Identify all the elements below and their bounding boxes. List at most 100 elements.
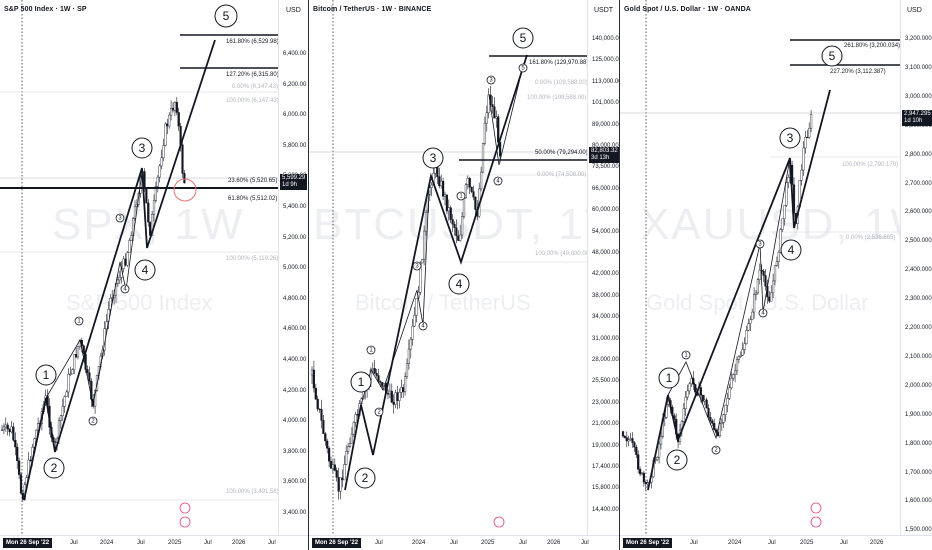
btc-candle-body [394,392,397,405]
spx-candle-body [8,428,11,433]
btc-candle-body [424,211,428,232]
xau-time-axis[interactable]: Mon 26 Sep '22 Jul 2024 Jul 2025 Jul 202… [620,535,932,550]
xau-wave-iii-circle [755,239,765,249]
btc-candle-body [314,387,317,400]
btc-fib-0-ghost: 0.00% (109,588.00) [535,80,588,86]
xau-candle-body [732,374,735,379]
btc-y-tick: 42,000.00 [592,271,619,278]
xau-candle-body [646,482,649,485]
spx-candle-body [150,214,154,236]
btc-wave-iv-b: 4 [496,179,500,185]
xau-x-tick: Jul [840,540,848,546]
spx-candle-body [18,460,21,475]
spx-plot-area[interactable]: 1 2 3 4 5 1 2 3 4 [0,0,278,536]
spx-candle-body [69,373,72,375]
xau-candle-body [754,292,758,295]
xau-candle-body [768,296,771,302]
spx-candle-body [63,396,66,407]
btc-wave-2-circle [354,467,376,489]
xau-fib-100: 100.00% (2,790.170) [842,162,899,168]
btc-wave-iii-circle [412,261,422,271]
xau-symbol-title[interactable]: Gold Spot / U.S. Dollar · 1W · OANDA [624,6,751,13]
btc-candle-body [449,207,452,220]
btc-wave-2: 2 [362,471,369,485]
spx-time-axis[interactable]: Mon 26 Sep '22 Jul 2024 Jul 2025 Jul 202… [0,535,308,550]
panel-divider[interactable] [308,0,309,550]
xau-candle-body [637,454,640,470]
xau-candle-body [688,383,691,392]
spx-candle-body [145,187,148,204]
xau-y-tick: 1,900.000 [905,411,932,418]
xau-wave-4-circle [780,239,802,261]
btc-candle-body [459,234,462,241]
spx-candle-body [105,321,108,329]
btc-wave-iv: 4 [421,324,425,330]
spx-candle-body [154,186,157,201]
spx-symbol-title[interactable]: S&P 500 Index · 1W · SP [4,6,87,13]
btc-candle-body [339,477,342,492]
spx-price-axis[interactable]: USD 6,400.006,200.006,000.005,800.005,60… [278,0,308,550]
xau-candle-body [714,429,718,433]
btc-candle-body [479,171,483,190]
btc-symbol-title[interactable]: Bitcoin / TetherUS · 1W · BINANCE [313,6,432,13]
btc-candle-body [331,464,334,469]
btc-price-axis[interactable]: USDT 140,000.00 125,000.00 113,000.00 101,0… [587,0,619,550]
xau-candle-body [709,416,712,421]
btc-y-tick: 54,000.00 [592,228,619,235]
xau-candle-body [802,147,805,171]
btc-y-tick: 28,000.00 [592,357,619,363]
xau-plot-area[interactable]: 1 2 3 4 5 1 2 3 4 [620,0,900,536]
xau-price-axis[interactable]: USD 3,200.0003,100.0003,000.0002,900.000… [900,0,932,550]
spx-candle-body [109,298,112,310]
xau-wave-i-circle [681,350,691,360]
xau-wave-1: 1 [666,371,673,385]
xau-wave-line-major [647,89,831,491]
xau-candle-body [726,398,729,406]
btc-time-axis[interactable]: Mon 26 Sep '22 Jul 2024 Jul 2025 Jul 202… [309,535,619,550]
xau-candle-body [659,436,663,445]
panel-divider[interactable] [619,0,620,550]
btc-wave-4: 4 [456,277,463,291]
btc-candle-body [324,433,327,442]
btc-candle-body [411,325,414,340]
btc-y-tick: 80,000.00 [592,143,619,149]
spx-candle-body [33,438,36,448]
xau-dividend-marker-icon [810,516,822,528]
btc-wave-line-minor [488,65,524,166]
xau-candle-body [752,294,756,313]
xau-axis-unit: USD [907,7,922,14]
spx-candle-body [152,200,156,215]
spx-candle-body [124,258,127,266]
btc-candle-body [405,363,409,377]
spx-wave-2: 2 [51,461,58,475]
xau-candle-body [627,439,630,442]
btc-candle-body [379,381,382,383]
btc-y-tick: 66,000.00 [592,185,619,192]
xau-candle-body [644,481,647,485]
btc-candle-body [472,191,475,198]
btc-candle-body [474,196,477,210]
xau-candle-body [756,279,759,294]
btc-wave-4-circle [448,273,470,295]
xau-candle-body [739,355,742,357]
spx-candle-body [19,474,23,494]
xau-wave-3: 3 [787,131,794,145]
spx-x-tick: 2026 [232,540,246,546]
spx-candle-body [54,441,57,443]
btc-candle-body [386,393,390,395]
btc-candle-body [466,177,469,185]
btc-plot-area[interactable]: 1 2 3 4 5 1 2 3 4 1 3 4 5 [309,0,587,536]
xau-y-tick: 2,500.000 [905,238,932,245]
btc-y-tick: 101,000.00 [592,100,619,107]
btc-y-tick: 125,000.00 [592,57,619,64]
xau-candle-body [703,399,706,402]
btc-candle-body [421,259,424,264]
xau-candle-body [804,136,807,149]
spx-event-marker-icon [179,502,191,514]
xau-wave-iv-circle [758,308,768,318]
xau-candle-body [711,420,714,424]
btc-candle-body [347,446,350,452]
